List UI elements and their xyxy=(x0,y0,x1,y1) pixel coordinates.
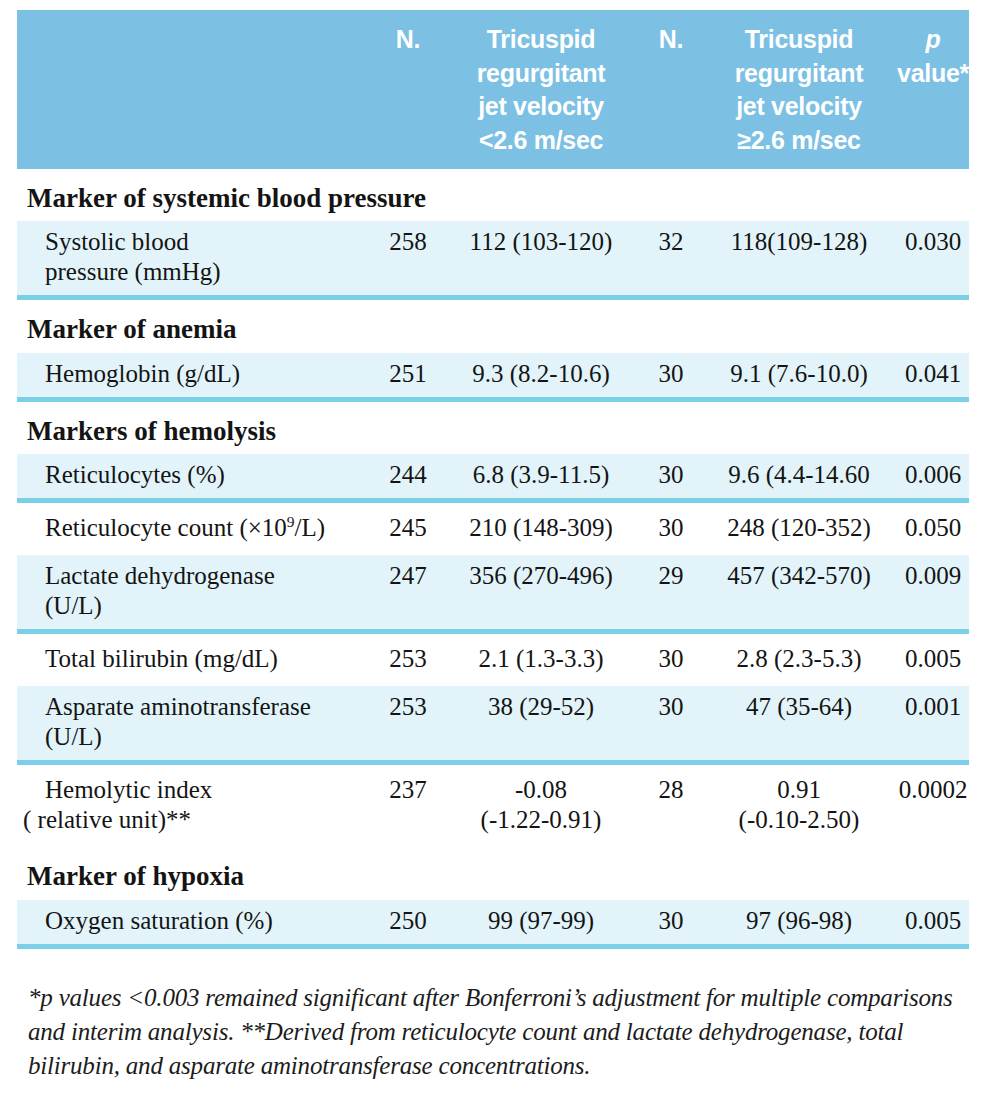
cell-n-second: 29 xyxy=(641,555,701,632)
section-title: Marker of hypoxia xyxy=(17,847,969,899)
table-row: Oxygen saturation (%)25099 (97-99)3097 (… xyxy=(17,900,969,947)
p-value-label: value* xyxy=(897,59,969,87)
col-header-jet-velocity-lt: Tricuspid regurgitant jet velocity <2.6 … xyxy=(441,10,641,169)
cell-value-ge26: 47 (35-64) xyxy=(701,686,897,763)
cell-value-ge26: 9.6 (4.4-14.60 xyxy=(701,454,897,501)
cell-p-value: 0.050 xyxy=(897,501,969,556)
cell-n-first: 244 xyxy=(375,454,441,501)
cell-value-lt26: 99 (97-99) xyxy=(441,900,641,947)
results-table: N. Tricuspid regurgitant jet velocity <2… xyxy=(17,10,969,949)
cell-n-second: 28 xyxy=(641,763,701,848)
table-row: Reticulocytes (%)2446.8 (3.9-11.5)309.6 … xyxy=(17,454,969,501)
row-label: Reticulocytes (%) xyxy=(17,454,375,501)
table-row: Hemoglobin (g/dL)2519.3 (8.2-10.6)309.1 … xyxy=(17,353,969,400)
table-row: Systolic bloodpressure (mmHg)258112 (103… xyxy=(17,221,969,298)
cell-value-lt26: 2.1 (1.3-3.3) xyxy=(441,632,641,687)
section-header-row: Marker of hypoxia xyxy=(17,847,969,899)
cell-value-lt26: 6.8 (3.9-11.5) xyxy=(441,454,641,501)
cell-value-lt26: -0.08(-1.22-0.91) xyxy=(441,763,641,848)
table-figure: N. Tricuspid regurgitant jet velocity <2… xyxy=(0,0,984,1083)
cell-n-first: 251 xyxy=(375,353,441,400)
row-label: Lactate dehydrogenase(U/L) xyxy=(17,555,375,632)
row-label: Reticulocyte count (×109/L) xyxy=(17,501,375,556)
cell-value-lt26: 210 (148-309) xyxy=(441,501,641,556)
table-row: Reticulocyte count (×109/L)245210 (148-3… xyxy=(17,501,969,556)
col-header-n-first: N. xyxy=(375,10,441,169)
cell-value-lt26: 9.3 (8.2-10.6) xyxy=(441,353,641,400)
cell-value-ge26: 457 (342-570) xyxy=(701,555,897,632)
section-title: Marker of systemic blood pressure xyxy=(17,169,969,221)
cell-n-second: 30 xyxy=(641,454,701,501)
cell-p-value: 0.006 xyxy=(897,454,969,501)
cell-value-ge26: 0.91(-0.10-2.50) xyxy=(701,763,897,848)
section-header-row: Markers of hemolysis xyxy=(17,399,969,454)
table-row: Asparate aminotransferase(U/L)25338 (29-… xyxy=(17,686,969,763)
cell-n-second: 32 xyxy=(641,221,701,298)
col-header-empty xyxy=(17,10,375,169)
footnote: *p values <0.003 remained significant af… xyxy=(28,981,970,1084)
row-label: Asparate aminotransferase(U/L) xyxy=(17,686,375,763)
cell-n-second: 30 xyxy=(641,686,701,763)
col-header-p-value: p value* xyxy=(897,10,969,169)
cell-n-first: 253 xyxy=(375,686,441,763)
section-header-row: Marker of anemia xyxy=(17,298,969,353)
cell-value-ge26: 9.1 (7.6-10.0) xyxy=(701,353,897,400)
row-label: Total bilirubin (mg/dL) xyxy=(17,632,375,687)
row-label: Hemolytic index( relative unit)** xyxy=(17,763,375,848)
row-label: Systolic bloodpressure (mmHg) xyxy=(17,221,375,298)
cell-n-first: 245 xyxy=(375,501,441,556)
cell-p-value: 0.001 xyxy=(897,686,969,763)
cell-value-ge26: 118(109-128) xyxy=(701,221,897,298)
cell-p-value: 0.0002 xyxy=(897,763,969,848)
table-body: Marker of systemic blood pressureSystoli… xyxy=(17,169,969,946)
cell-p-value: 0.009 xyxy=(897,555,969,632)
section-title: Markers of hemolysis xyxy=(17,399,969,454)
cell-n-first: 237 xyxy=(375,763,441,848)
cell-value-lt26: 38 (29-52) xyxy=(441,686,641,763)
table-row: Lactate dehydrogenase(U/L)247356 (270-49… xyxy=(17,555,969,632)
section-title: Marker of anemia xyxy=(17,298,969,353)
cell-value-ge26: 248 (120-352) xyxy=(701,501,897,556)
cell-n-first: 250 xyxy=(375,900,441,947)
cell-n-first: 247 xyxy=(375,555,441,632)
cell-p-value: 0.005 xyxy=(897,632,969,687)
cell-n-second: 30 xyxy=(641,632,701,687)
cell-p-value: 0.030 xyxy=(897,221,969,298)
cell-p-value: 0.041 xyxy=(897,353,969,400)
cell-value-ge26: 2.8 (2.3-5.3) xyxy=(701,632,897,687)
cell-n-first: 253 xyxy=(375,632,441,687)
cell-value-ge26: 97 (96-98) xyxy=(701,900,897,947)
cell-n-second: 30 xyxy=(641,353,701,400)
cell-n-second: 30 xyxy=(641,900,701,947)
row-label: Hemoglobin (g/dL) xyxy=(17,353,375,400)
cell-n-second: 30 xyxy=(641,501,701,556)
row-label: Oxygen saturation (%) xyxy=(17,900,375,947)
cell-value-lt26: 356 (270-496) xyxy=(441,555,641,632)
col-header-n-second: N. xyxy=(641,10,701,169)
cell-p-value: 0.005 xyxy=(897,900,969,947)
table-header-row: N. Tricuspid regurgitant jet velocity <2… xyxy=(17,10,969,169)
p-symbol: p xyxy=(926,25,941,53)
cell-n-first: 258 xyxy=(375,221,441,298)
cell-value-lt26: 112 (103-120) xyxy=(441,221,641,298)
table-row: Total bilirubin (mg/dL)2532.1 (1.3-3.3)3… xyxy=(17,632,969,687)
table-row: Hemolytic index( relative unit)**237-0.0… xyxy=(17,763,969,848)
col-header-jet-velocity-ge: Tricuspid regurgitant jet velocity ≥2.6 … xyxy=(701,10,897,169)
section-header-row: Marker of systemic blood pressure xyxy=(17,169,969,221)
